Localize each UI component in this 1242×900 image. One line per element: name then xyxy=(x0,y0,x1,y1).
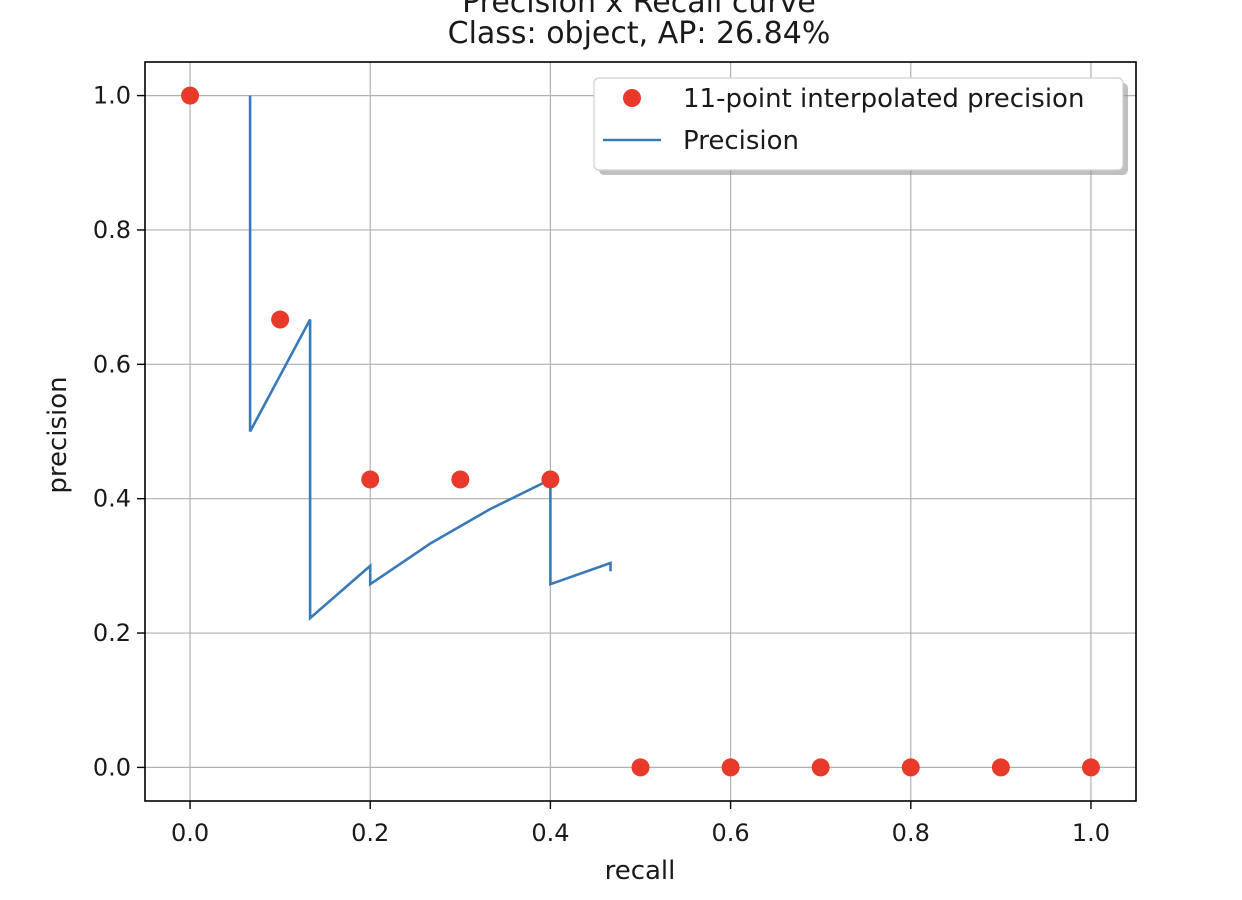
x-axis-ticks: 0.0 0.2 0.4 0.6 0.8 1.0 xyxy=(171,801,1110,847)
y-axis-label: precision xyxy=(43,376,73,493)
interpolated-precision-point xyxy=(361,470,380,489)
y-axis-ticks: 0.0 0.2 0.4 0.6 0.8 1.0 xyxy=(93,82,145,781)
y-tick-label: 0.4 xyxy=(93,485,131,513)
x-axis-label: recall xyxy=(605,856,676,886)
x-tick-label: 0.2 xyxy=(351,819,389,847)
interpolated-precision-point xyxy=(181,86,200,105)
legend-label-precision: Precision xyxy=(683,126,799,156)
interpolated-precision-point xyxy=(991,758,1010,777)
chart-title-line-1: Precision x Recall curve xyxy=(462,0,816,20)
interpolated-precision-point xyxy=(721,758,740,777)
series-layer xyxy=(181,86,1100,777)
legend-label-interpolated: 11-point interpolated precision xyxy=(683,84,1084,114)
interpolated-precision-point xyxy=(631,758,650,777)
interpolated-precision-point xyxy=(901,758,920,777)
legend-marker-interpolated-icon xyxy=(623,89,641,107)
interpolated-precision-point xyxy=(271,310,290,329)
interpolated-precision-point xyxy=(811,758,830,777)
x-tick-label: 1.0 xyxy=(1072,819,1110,847)
grid xyxy=(145,62,1136,801)
y-tick-label: 0.0 xyxy=(93,753,131,781)
y-tick-label: 0.8 xyxy=(93,216,131,244)
legend: 11-point interpolated precision Precisio… xyxy=(593,77,1128,175)
plot-frame xyxy=(144,61,1137,802)
x-tick-label: 0.0 xyxy=(171,819,209,847)
x-tick-label: 0.6 xyxy=(712,819,750,847)
series-line-precision xyxy=(248,95,612,621)
interpolated-precision-point xyxy=(541,470,560,489)
y-tick-label: 0.2 xyxy=(93,619,131,647)
legend-box xyxy=(593,77,1124,171)
y-tick-label: 0.6 xyxy=(93,350,131,378)
y-tick-label: 1.0 xyxy=(93,82,131,110)
interpolated-precision-point xyxy=(451,470,470,489)
interpolated-precision-point xyxy=(1081,758,1100,777)
x-tick-label: 0.4 xyxy=(531,819,569,847)
x-tick-label: 0.8 xyxy=(892,819,930,847)
chart-title-line-2: Class: object, AP: 26.84% xyxy=(448,16,831,51)
